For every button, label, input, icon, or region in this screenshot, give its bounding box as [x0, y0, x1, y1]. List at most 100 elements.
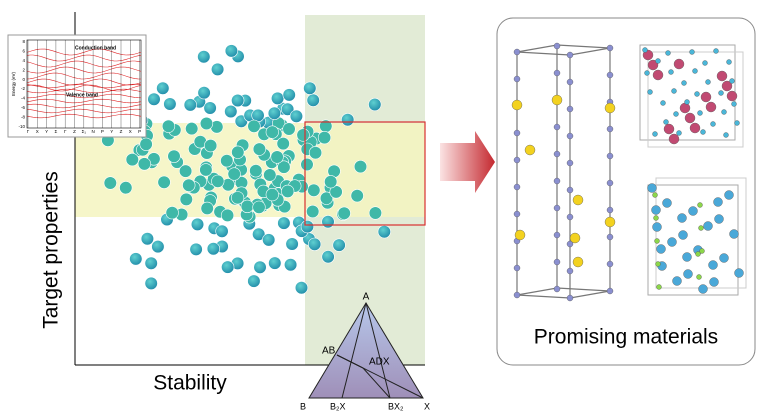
atom — [714, 214, 724, 224]
dot — [220, 154, 234, 168]
atom — [682, 252, 692, 262]
dot — [231, 93, 245, 108]
atom — [726, 59, 732, 65]
dot — [265, 125, 279, 139]
atom — [566, 240, 574, 248]
atom — [647, 59, 659, 71]
dot — [206, 242, 220, 256]
band-line — [26, 54, 142, 62]
dot — [247, 274, 261, 288]
atom — [698, 225, 704, 231]
atom — [673, 58, 685, 70]
atom — [604, 216, 616, 228]
atom — [684, 99, 690, 105]
dot — [281, 184, 295, 198]
dot — [197, 50, 211, 64]
dot — [321, 250, 335, 264]
dot — [227, 167, 241, 181]
dot — [165, 206, 179, 220]
dot — [308, 237, 322, 251]
atom — [662, 198, 672, 208]
dot — [368, 97, 382, 112]
dot — [289, 109, 304, 123]
inset-tick: -4 — [21, 96, 25, 101]
band-line — [26, 72, 142, 80]
atom — [689, 49, 695, 55]
dot — [253, 260, 267, 274]
atom — [513, 264, 521, 272]
inset-tick: Σ — [55, 129, 58, 134]
atom — [566, 294, 574, 302]
dot — [200, 201, 214, 215]
bond — [556, 287, 611, 292]
atom — [606, 260, 614, 268]
dot — [103, 176, 117, 190]
atom — [681, 80, 687, 86]
atom — [604, 102, 616, 114]
y-label: Target properties — [40, 171, 63, 329]
atom — [679, 102, 691, 114]
dot — [199, 163, 213, 177]
tie-line — [341, 302, 367, 399]
atom — [606, 206, 614, 214]
dot — [183, 98, 197, 112]
vertex-label: B — [300, 401, 306, 411]
band-line — [26, 48, 142, 56]
inset-tick: -2 — [21, 86, 25, 91]
atom — [702, 60, 708, 66]
atom — [553, 258, 561, 266]
inset-tick: Y — [110, 129, 113, 134]
dot — [240, 199, 254, 213]
tie-line — [362, 367, 391, 399]
atom — [513, 291, 521, 299]
atom — [524, 144, 536, 156]
dot — [329, 185, 343, 199]
dot — [247, 119, 261, 133]
dot — [157, 175, 171, 189]
atom — [655, 58, 661, 64]
dot — [185, 122, 199, 136]
atom — [606, 287, 614, 295]
bond — [516, 51, 571, 56]
atom — [514, 229, 526, 241]
selection-box — [304, 121, 426, 226]
atom — [606, 44, 614, 52]
band-line — [26, 98, 142, 104]
materials-panel — [496, 17, 756, 366]
inset-tick: P — [101, 129, 104, 134]
atom — [553, 150, 561, 158]
cell — [647, 184, 739, 296]
atom — [566, 213, 574, 221]
dot — [252, 200, 266, 214]
atom — [566, 159, 574, 167]
inset-tick: X — [129, 129, 132, 134]
atom — [566, 105, 574, 113]
dot — [163, 97, 177, 111]
bond — [569, 47, 611, 56]
atom — [651, 205, 661, 215]
inset-text: Conduction band — [75, 45, 116, 51]
atom — [642, 47, 648, 53]
atom — [513, 183, 521, 191]
atom — [683, 269, 693, 279]
dot — [262, 233, 276, 247]
dot — [220, 208, 235, 222]
atom — [721, 109, 727, 115]
dot — [282, 122, 296, 136]
atom — [689, 122, 701, 134]
dot — [307, 183, 321, 197]
dot — [224, 44, 238, 58]
atom — [606, 71, 614, 79]
inset-tick: 4 — [22, 58, 25, 63]
atom — [553, 123, 561, 131]
atom — [698, 284, 708, 294]
atom — [723, 132, 729, 138]
band-line — [26, 78, 142, 86]
atom — [572, 256, 584, 268]
dot — [179, 164, 193, 178]
atom — [688, 206, 698, 216]
band-line — [26, 103, 142, 109]
atom — [726, 90, 738, 102]
atom — [697, 110, 703, 116]
